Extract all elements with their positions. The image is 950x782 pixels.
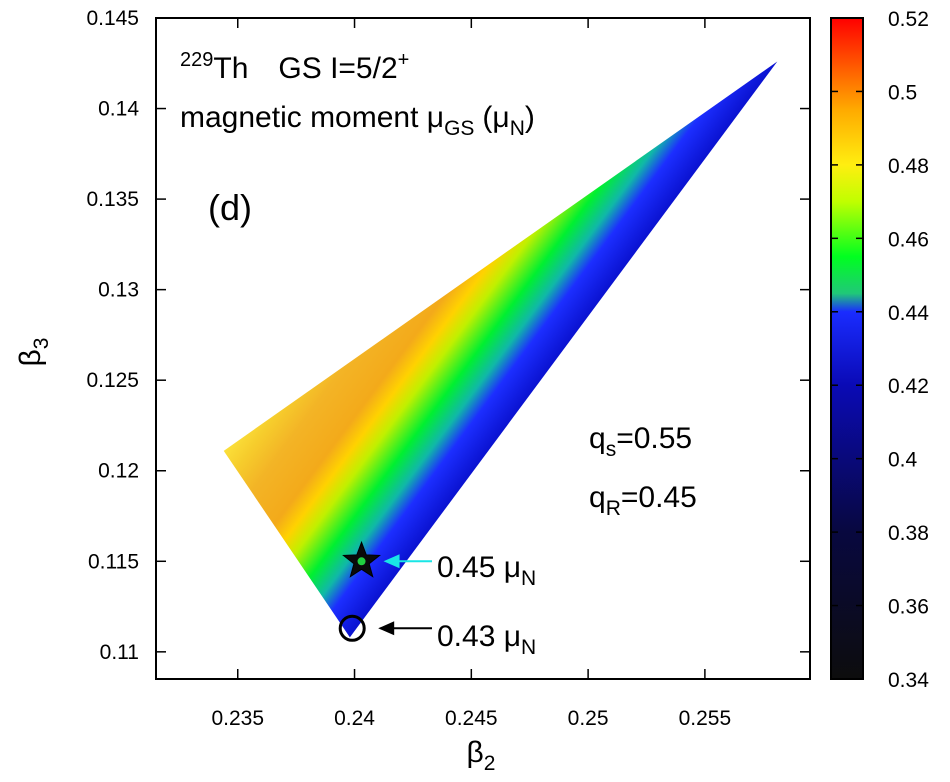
y-tick-label: 0.115 <box>88 550 139 573</box>
colorbar-tick-label: 0.52 <box>888 8 929 31</box>
chart-title-line2: magnetic moment μGS (μN) <box>180 101 535 140</box>
x-tick-label: 0.255 <box>679 707 732 730</box>
y-axis-title: β3 <box>14 338 53 367</box>
x-tick-label: 0.235 <box>211 707 264 730</box>
colorbar-tick-label: 0.44 <box>888 302 929 325</box>
panel-label: (d) <box>208 187 252 228</box>
colorbar-tick-label: 0.4 <box>888 449 918 472</box>
x-tick-label: 0.24 <box>334 707 375 730</box>
star-marker-arrow-head <box>383 554 400 569</box>
y-tick-label: 0.145 <box>86 7 139 30</box>
param-qr: qR=0.45 <box>589 481 697 520</box>
chart-title-line1: 229Th GS I=5/2+ <box>180 49 409 85</box>
colorbar-tick-label: 0.48 <box>888 155 929 178</box>
y-tick-label: 0.13 <box>98 279 139 302</box>
star-marker-center <box>357 557 366 566</box>
circle-marker-arrow-head <box>378 621 395 636</box>
circle-marker <box>338 614 366 642</box>
heatmap-region <box>223 61 778 638</box>
colorbar <box>830 17 864 680</box>
x-axis-title: β2 <box>467 736 496 775</box>
y-tick-label: 0.12 <box>98 460 139 483</box>
colorbar-tick-label: 0.36 <box>888 596 929 619</box>
colorbar-tick-label: 0.46 <box>888 228 929 251</box>
y-tick-label: 0.14 <box>98 98 139 121</box>
colorbar-tick-label: 0.42 <box>888 375 929 398</box>
plot-frame <box>155 17 811 680</box>
colorbar-tick-label: 0.5 <box>888 81 917 104</box>
colorbar-tick-label: 0.38 <box>888 522 929 545</box>
colorbar-tick-label: 0.34 <box>888 669 929 692</box>
y-tick-label: 0.135 <box>86 188 139 211</box>
y-tick-label: 0.125 <box>86 369 139 392</box>
x-tick-label: 0.25 <box>568 707 609 730</box>
y-tick-label: 0.11 <box>100 641 139 664</box>
circle-marker-value: 0.43 μN <box>437 620 536 659</box>
star-marker-value: 0.45 μN <box>437 551 536 590</box>
x-tick-label: 0.245 <box>445 707 498 730</box>
param-qs: qs=0.55 <box>589 422 692 461</box>
